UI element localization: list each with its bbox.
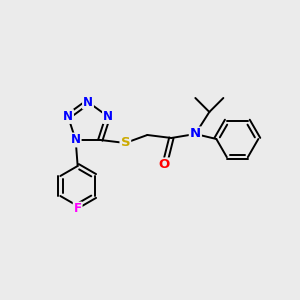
Text: N: N bbox=[190, 128, 201, 140]
Text: N: N bbox=[83, 95, 93, 109]
Text: F: F bbox=[74, 202, 82, 215]
Text: N: N bbox=[63, 110, 73, 123]
Text: S: S bbox=[121, 136, 130, 149]
Text: O: O bbox=[159, 158, 170, 172]
Text: N: N bbox=[71, 134, 81, 146]
Text: N: N bbox=[103, 110, 113, 123]
